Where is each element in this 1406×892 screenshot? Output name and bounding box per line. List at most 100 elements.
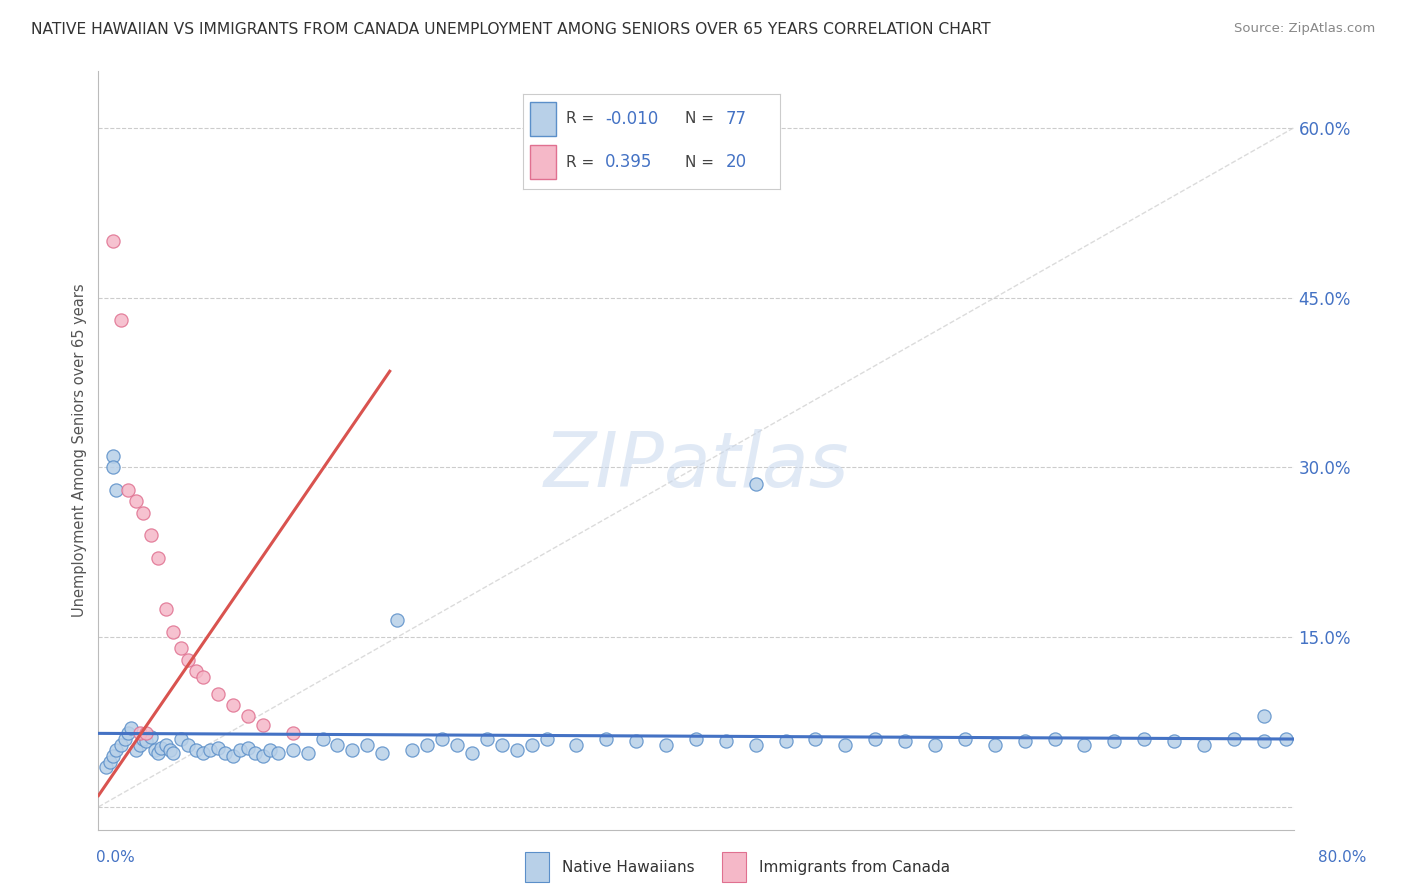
- Text: 0.0%: 0.0%: [96, 850, 135, 865]
- Text: 80.0%: 80.0%: [1319, 850, 1367, 865]
- Point: [1253, 734, 1275, 748]
- Point: [162, 746, 184, 760]
- Point: [117, 483, 139, 497]
- Point: [1043, 732, 1066, 747]
- Point: [745, 738, 768, 752]
- Point: [1163, 734, 1185, 748]
- Point: [1253, 709, 1275, 723]
- Point: [103, 449, 125, 463]
- Point: [714, 734, 737, 748]
- Point: [506, 743, 529, 757]
- Text: ZIPatlas: ZIPatlas: [543, 429, 849, 502]
- Point: [229, 743, 252, 757]
- Point: [1104, 734, 1126, 748]
- Point: [401, 743, 423, 757]
- Text: Source: ZipAtlas.com: Source: ZipAtlas.com: [1234, 22, 1375, 36]
- Point: [169, 641, 191, 656]
- Text: Immigrants from Canada: Immigrants from Canada: [759, 860, 950, 874]
- Point: [1133, 732, 1156, 747]
- Point: [281, 726, 304, 740]
- Point: [117, 726, 139, 740]
- Point: [416, 738, 439, 752]
- Point: [129, 738, 152, 752]
- Point: [207, 741, 229, 756]
- Point: [155, 602, 177, 616]
- Point: [1223, 732, 1246, 747]
- Point: [461, 746, 484, 760]
- Point: [252, 749, 274, 764]
- Point: [491, 738, 513, 752]
- Point: [1192, 738, 1215, 752]
- Point: [143, 743, 166, 757]
- Point: [297, 746, 319, 760]
- Point: [267, 746, 290, 760]
- Point: [804, 732, 827, 747]
- Point: [177, 738, 200, 752]
- Point: [103, 749, 125, 764]
- Point: [132, 732, 155, 747]
- Point: [536, 732, 558, 747]
- Point: [162, 624, 184, 639]
- Point: [139, 528, 162, 542]
- Point: [191, 746, 214, 760]
- Point: [655, 738, 678, 752]
- Point: [184, 664, 207, 678]
- Point: [311, 732, 333, 747]
- Point: [371, 746, 394, 760]
- Point: [110, 313, 132, 327]
- Point: [834, 738, 856, 752]
- Point: [184, 743, 207, 757]
- Point: [385, 613, 409, 627]
- Point: [924, 738, 946, 752]
- Point: [626, 734, 648, 748]
- Point: [1275, 732, 1298, 747]
- Point: [894, 734, 917, 748]
- Point: [446, 738, 468, 752]
- Point: [159, 743, 181, 757]
- Y-axis label: Unemployment Among Seniors over 65 years: Unemployment Among Seniors over 65 years: [72, 284, 87, 617]
- Point: [125, 494, 148, 508]
- Point: [984, 738, 1007, 752]
- Point: [252, 718, 274, 732]
- Point: [326, 738, 349, 752]
- Point: [259, 743, 281, 757]
- Point: [148, 746, 170, 760]
- Point: [105, 743, 128, 757]
- Point: [475, 732, 498, 747]
- Point: [342, 743, 364, 757]
- Point: [1073, 738, 1095, 752]
- Point: [745, 477, 768, 491]
- Point: [281, 743, 304, 757]
- Point: [94, 760, 117, 774]
- Point: [103, 234, 125, 248]
- Point: [236, 741, 259, 756]
- Point: [132, 506, 155, 520]
- Point: [865, 732, 887, 747]
- Point: [207, 687, 229, 701]
- Point: [236, 709, 259, 723]
- Point: [125, 743, 148, 757]
- Point: [245, 746, 267, 760]
- Text: Native Hawaiians: Native Hawaiians: [562, 860, 695, 874]
- Point: [110, 738, 132, 752]
- Point: [129, 726, 152, 740]
- Point: [98, 755, 122, 769]
- Point: [953, 732, 976, 747]
- Point: [135, 726, 157, 740]
- Point: [356, 738, 378, 752]
- Point: [169, 732, 191, 747]
- Point: [1014, 734, 1036, 748]
- Point: [214, 746, 236, 760]
- Point: [595, 732, 617, 747]
- Point: [120, 721, 142, 735]
- Point: [148, 551, 170, 566]
- Point: [222, 698, 245, 712]
- Point: [139, 730, 162, 744]
- Point: [200, 743, 222, 757]
- Point: [565, 738, 588, 752]
- Point: [222, 749, 245, 764]
- Point: [520, 738, 543, 752]
- Point: [135, 734, 157, 748]
- Point: [191, 670, 214, 684]
- Point: [775, 734, 797, 748]
